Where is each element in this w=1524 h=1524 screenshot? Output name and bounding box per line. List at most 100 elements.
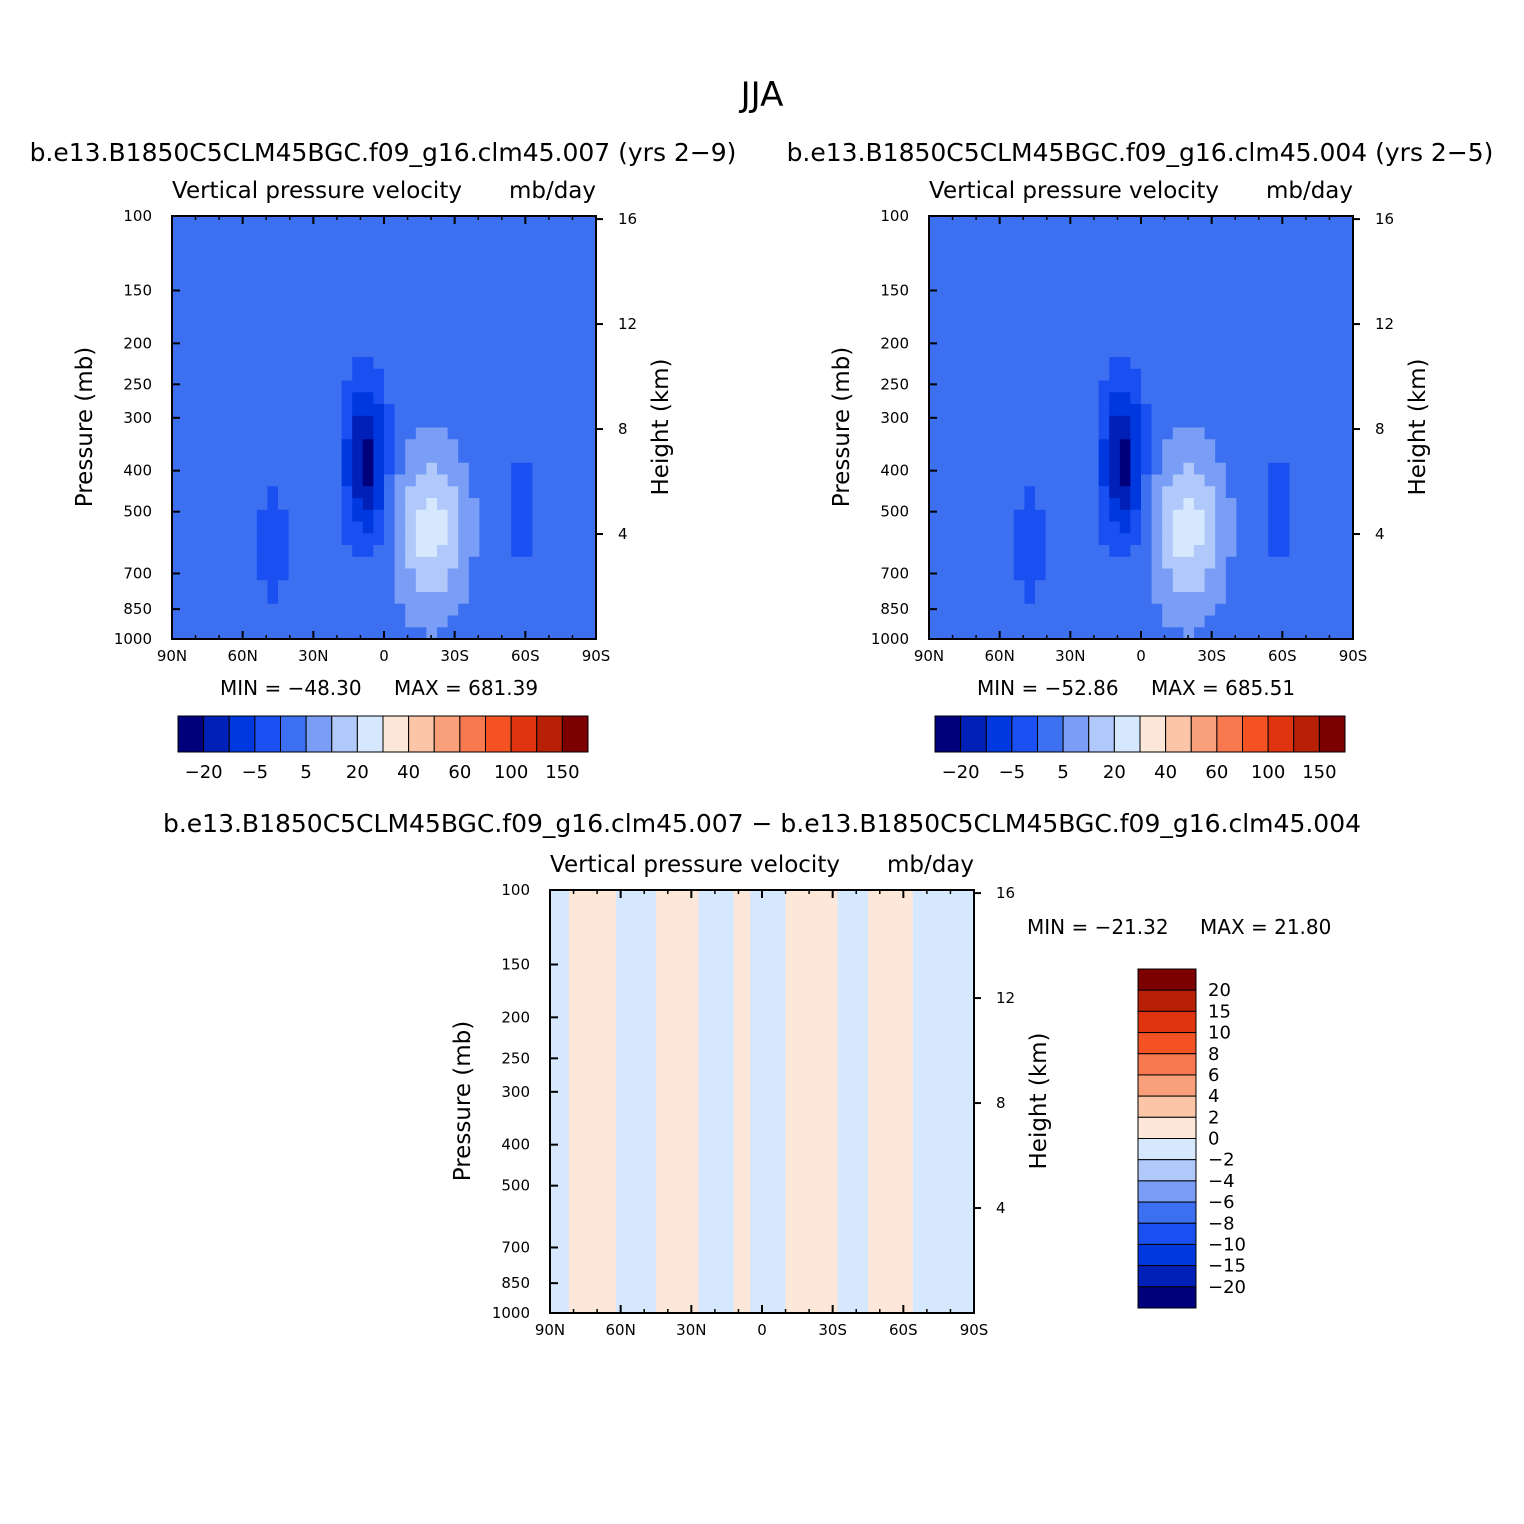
field-cell: [458, 321, 470, 335]
field-cell: [1194, 239, 1206, 252]
field-cell: [511, 310, 523, 323]
field-cell: [437, 286, 449, 299]
field-cell: [929, 627, 941, 640]
x-tick-label: 60S: [511, 647, 540, 665]
field-cell: [511, 251, 523, 264]
field-cell: [405, 392, 417, 405]
field-cell: [950, 357, 962, 370]
field-cell: [521, 474, 533, 487]
field-cell: [1321, 274, 1333, 288]
colorbar-label: −20: [1208, 1277, 1246, 1298]
field-cell: [1342, 474, 1354, 487]
field-cell: [1056, 404, 1068, 417]
field-cell: [1194, 603, 1206, 617]
field-cell: [1056, 263, 1068, 276]
field-cell: [511, 556, 523, 570]
field-cell: [362, 474, 374, 487]
field-cell: [960, 439, 972, 452]
field-cell: [373, 333, 385, 346]
field-cell: [246, 251, 258, 264]
field-cell: [1204, 498, 1216, 511]
field-cell: [992, 474, 1004, 487]
field-cell: [331, 627, 343, 640]
field-cell: [1310, 392, 1322, 405]
field-cell: [172, 627, 184, 640]
x-tick-label: 60S: [889, 1321, 918, 1339]
colorbar-label: −10: [1208, 1234, 1246, 1255]
field-cell: [214, 580, 226, 593]
field-cell: [1225, 404, 1237, 417]
field-cell: [1035, 556, 1047, 570]
field-cell: [1035, 509, 1047, 523]
field-cell: [182, 603, 194, 617]
field-cell: [278, 580, 290, 593]
field-cell: [1321, 239, 1333, 252]
field-cell: [203, 451, 215, 464]
field-cell: [394, 298, 406, 311]
field-cell: [1257, 451, 1269, 464]
field-cell: [982, 615, 994, 628]
colorbar-label: 5: [1057, 762, 1068, 783]
field-cell: [278, 427, 290, 440]
field-cell: [939, 251, 951, 264]
field-cell: [384, 216, 396, 229]
field-cell: [1321, 556, 1333, 570]
field-cell: [1003, 310, 1015, 323]
field-cell: [553, 533, 565, 546]
field-cell: [1183, 227, 1195, 241]
field-cell: [1109, 415, 1121, 429]
field-cell: [172, 368, 184, 382]
field-cell: [479, 474, 491, 487]
field-cell: [1225, 274, 1237, 288]
field-cell: [1119, 556, 1131, 570]
field-cell: [1024, 392, 1036, 405]
field-cell: [950, 274, 962, 288]
field-cell: [1268, 521, 1280, 534]
field-cell: [193, 227, 205, 241]
field-cell: [193, 533, 205, 546]
field-cell: [352, 545, 364, 558]
field-cell: [982, 568, 994, 581]
field-cell: [256, 580, 268, 593]
field-cell: [1278, 474, 1290, 487]
field-cell: [362, 357, 374, 370]
field-cell: [992, 357, 1004, 370]
field-cell: [1109, 556, 1121, 570]
field-cell: [1151, 298, 1163, 311]
field-cell: [193, 556, 205, 570]
field-cell: [1013, 263, 1025, 276]
field-cell: [1035, 427, 1047, 440]
field-cell: [193, 415, 205, 429]
field-cell: [564, 404, 576, 417]
field-cell: [468, 451, 480, 464]
field-cell: [1077, 310, 1089, 323]
field-cell: [235, 545, 247, 558]
field-cells: [929, 216, 1354, 640]
field-cell: [1024, 251, 1036, 264]
field-cell: [1151, 404, 1163, 417]
field-cell: [992, 592, 1004, 605]
field-cell: [543, 368, 555, 382]
field-cell: [299, 427, 311, 440]
field-cell: [543, 274, 555, 288]
field-cell: [299, 368, 311, 382]
field-cell: [1098, 310, 1110, 323]
field-cell: [553, 380, 565, 393]
field-cell: [1247, 321, 1259, 335]
field-cell: [950, 474, 962, 487]
field-cell: [960, 404, 972, 417]
field-cell: [1098, 333, 1110, 346]
field-cell: [574, 451, 586, 464]
field-cell: [479, 603, 491, 617]
field-cell: [1066, 592, 1078, 605]
field-cell: [1321, 404, 1333, 417]
field-cell: [929, 580, 941, 593]
field-cell: [1024, 545, 1036, 558]
field-cell: [1119, 568, 1131, 581]
field-cell: [235, 251, 247, 264]
field-cell: [500, 263, 512, 276]
field-cell: [1162, 263, 1174, 276]
field-cell: [574, 263, 586, 276]
field-cell: [1331, 568, 1343, 581]
field-cell: [384, 368, 396, 382]
